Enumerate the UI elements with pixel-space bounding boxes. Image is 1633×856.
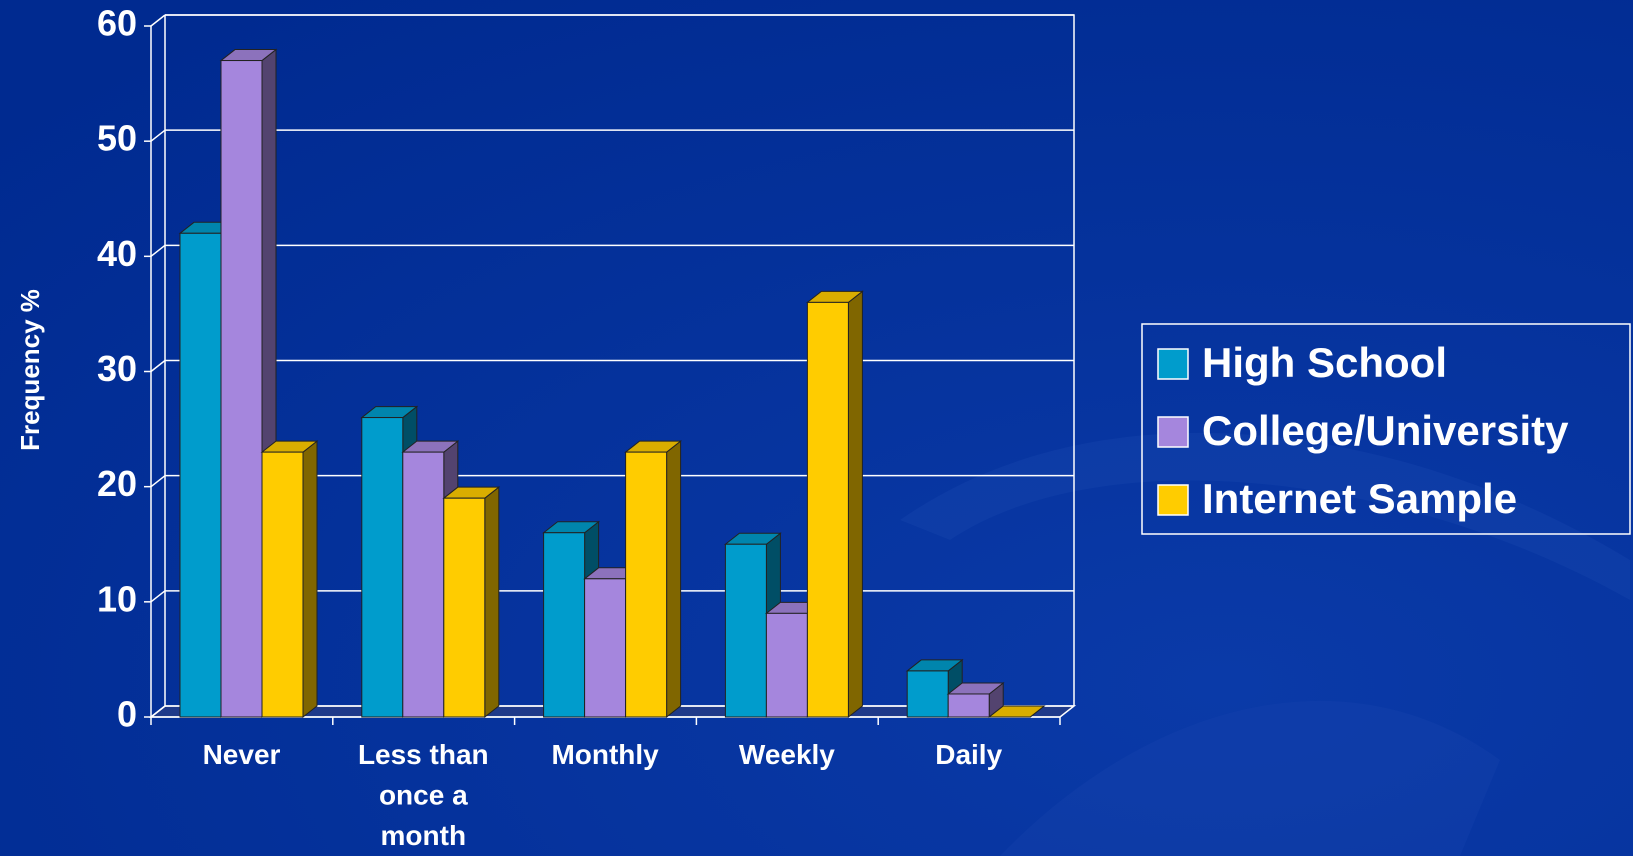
y-axis-label: Frequency % <box>15 289 45 451</box>
bar <box>584 578 627 718</box>
x-tick-label: Daily <box>935 739 1002 770</box>
grid-line-side <box>150 14 166 27</box>
y-tick-label: 10 <box>97 578 137 619</box>
bar-side <box>847 290 863 719</box>
legend-swatch <box>1157 348 1189 380</box>
bar-side <box>484 486 500 719</box>
grid-line-side <box>150 359 166 373</box>
x-tick-label: Less than once a month <box>358 739 489 851</box>
bar <box>443 497 486 718</box>
x-tick-label: Never <box>203 739 281 770</box>
grid-line-side <box>150 129 166 142</box>
grid-line-side <box>150 244 166 257</box>
decoration <box>1000 700 1500 856</box>
grid-line-side <box>150 475 166 488</box>
legend-box <box>1141 323 1631 535</box>
grid-line-side <box>150 590 166 603</box>
bar <box>625 451 668 718</box>
decoration <box>900 432 1630 600</box>
y-tick-label: 40 <box>97 233 137 274</box>
x-tick-label: Monthly <box>551 739 659 770</box>
bar <box>402 451 445 718</box>
legend-swatch <box>1157 484 1189 516</box>
bar <box>947 693 990 718</box>
legend-label: College/University <box>1202 407 1569 454</box>
legend-swatch <box>1157 416 1189 448</box>
bar <box>724 543 767 718</box>
grid-line-side <box>150 705 166 718</box>
legend-label: Internet Sample <box>1202 475 1517 522</box>
bar-top <box>987 705 1046 718</box>
bar <box>261 451 304 718</box>
bar-side <box>666 440 682 719</box>
y-tick-label: 60 <box>97 3 137 44</box>
bar-side <box>302 440 318 719</box>
bar <box>906 670 949 718</box>
bar <box>806 301 849 718</box>
bar <box>765 612 808 718</box>
bar <box>543 532 586 718</box>
y-tick-label: 30 <box>97 348 137 389</box>
bar <box>179 232 222 718</box>
x-tick-label: Weekly <box>739 739 835 770</box>
bar <box>361 417 404 718</box>
y-tick-label: 20 <box>97 463 137 504</box>
y-tick-label: 50 <box>97 118 137 159</box>
bar <box>220 60 263 718</box>
y-tick-label: 0 <box>117 694 137 735</box>
legend-label: High School <box>1202 339 1447 386</box>
